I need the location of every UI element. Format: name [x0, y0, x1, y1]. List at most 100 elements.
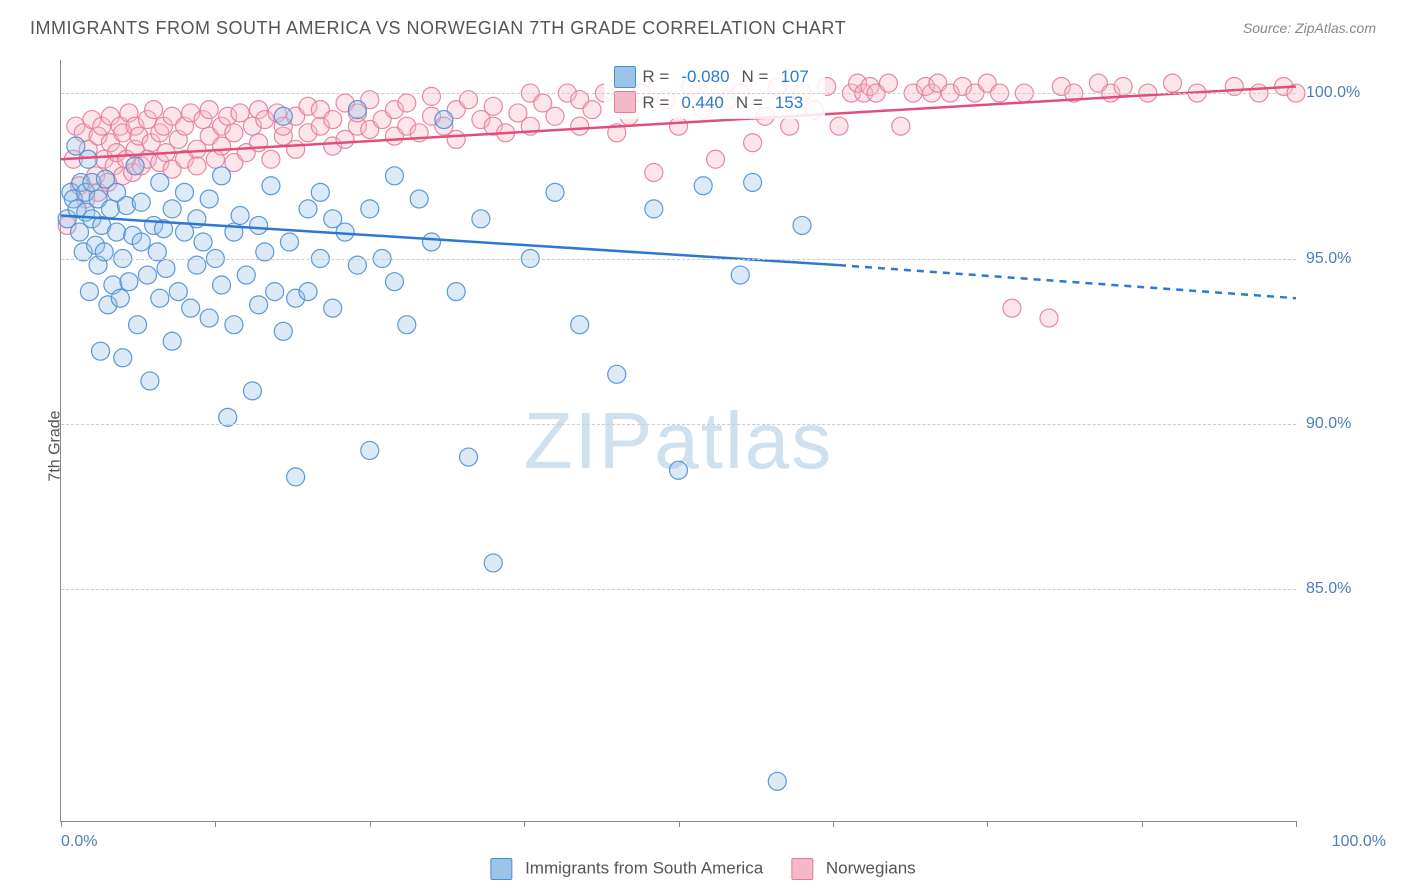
corr-swatch-pink — [614, 91, 636, 113]
x-tick — [679, 821, 680, 827]
scatter-point — [472, 210, 490, 228]
scatter-point — [1003, 299, 1021, 317]
scatter-svg — [61, 60, 1296, 821]
legend-item-blue: Immigrants from South America — [490, 858, 763, 880]
scatter-point — [484, 97, 502, 115]
scatter-point — [324, 111, 342, 129]
gridline — [61, 259, 1296, 260]
scatter-point — [194, 233, 212, 251]
scatter-point — [262, 150, 280, 168]
x-tick — [1142, 821, 1143, 827]
scatter-point — [132, 193, 150, 211]
scatter-point — [213, 167, 231, 185]
scatter-point — [571, 117, 589, 135]
scatter-point — [274, 107, 292, 125]
scatter-point — [385, 167, 403, 185]
source-attribution: Source: ZipAtlas.com — [1243, 20, 1376, 36]
legend-item-pink: Norwegians — [791, 858, 916, 880]
scatter-point — [793, 216, 811, 234]
scatter-point — [447, 130, 465, 148]
scatter-point — [266, 283, 284, 301]
scatter-point — [114, 349, 132, 367]
scatter-point — [280, 233, 298, 251]
gridline — [61, 589, 1296, 590]
scatter-point — [188, 157, 206, 175]
scatter-point — [645, 200, 663, 218]
legend-swatch-blue — [490, 858, 512, 880]
scatter-point — [435, 111, 453, 129]
scatter-point — [385, 273, 403, 291]
x-tick-label-min: 0.0% — [61, 833, 97, 851]
x-tick — [524, 821, 525, 827]
scatter-point — [423, 87, 441, 105]
x-tick — [987, 821, 988, 827]
x-tick — [833, 821, 834, 827]
y-tick-label: 100.0% — [1306, 84, 1386, 102]
scatter-point — [744, 173, 762, 191]
x-tick — [215, 821, 216, 827]
scatter-point — [151, 173, 169, 191]
scatter-point — [670, 117, 688, 135]
scatter-point — [287, 468, 305, 486]
source-value: ZipAtlas.com — [1295, 20, 1376, 36]
scatter-point — [892, 117, 910, 135]
scatter-point — [182, 299, 200, 317]
scatter-point — [200, 309, 218, 327]
legend-label-blue: Immigrants from South America — [525, 858, 763, 877]
scatter-point — [151, 289, 169, 307]
scatter-point — [546, 107, 564, 125]
bottom-legend: Immigrants from South America Norwegians — [490, 858, 915, 880]
scatter-point — [237, 266, 255, 284]
legend-label-pink: Norwegians — [826, 858, 916, 877]
scatter-point — [744, 134, 762, 152]
scatter-point — [1164, 74, 1182, 92]
scatter-point — [1040, 309, 1058, 327]
scatter-point — [108, 223, 126, 241]
scatter-point — [299, 283, 317, 301]
scatter-point — [324, 299, 342, 317]
x-tick-label-max: 100.0% — [1332, 833, 1386, 851]
trend-line — [839, 265, 1296, 298]
scatter-point — [163, 332, 181, 350]
corr-n-label-blue: N = — [742, 64, 769, 90]
scatter-point — [410, 190, 428, 208]
scatter-point — [361, 441, 379, 459]
scatter-point — [608, 365, 626, 383]
scatter-point — [169, 283, 187, 301]
scatter-point — [707, 150, 725, 168]
y-tick-label: 95.0% — [1306, 250, 1386, 268]
x-tick — [61, 821, 62, 827]
scatter-point — [250, 296, 268, 314]
scatter-point — [157, 259, 175, 277]
scatter-point — [287, 140, 305, 158]
scatter-point — [101, 200, 119, 218]
scatter-point — [200, 101, 218, 119]
scatter-point — [141, 372, 159, 390]
scatter-point — [225, 316, 243, 334]
corr-r-label-blue: R = — [642, 64, 669, 90]
scatter-point — [138, 266, 156, 284]
scatter-point — [670, 461, 688, 479]
gridline — [61, 424, 1296, 425]
y-tick-label: 90.0% — [1306, 415, 1386, 433]
x-tick — [370, 821, 371, 827]
scatter-point — [423, 233, 441, 251]
scatter-point — [447, 283, 465, 301]
corr-n-value-blue: 107 — [780, 64, 808, 90]
scatter-point — [176, 183, 194, 201]
scatter-point — [132, 233, 150, 251]
scatter-point — [348, 101, 366, 119]
scatter-point — [225, 124, 243, 142]
scatter-point — [484, 554, 502, 572]
scatter-point — [768, 772, 786, 790]
scatter-point — [243, 382, 261, 400]
scatter-point — [92, 342, 110, 360]
scatter-point — [80, 283, 98, 301]
correlation-box: R = -0.080 N = 107 R = 0.440 N = 153 — [604, 60, 824, 119]
scatter-point — [111, 289, 129, 307]
scatter-point — [145, 101, 163, 119]
scatter-point — [274, 322, 292, 340]
scatter-point — [311, 183, 329, 201]
scatter-point — [694, 177, 712, 195]
scatter-point — [163, 200, 181, 218]
